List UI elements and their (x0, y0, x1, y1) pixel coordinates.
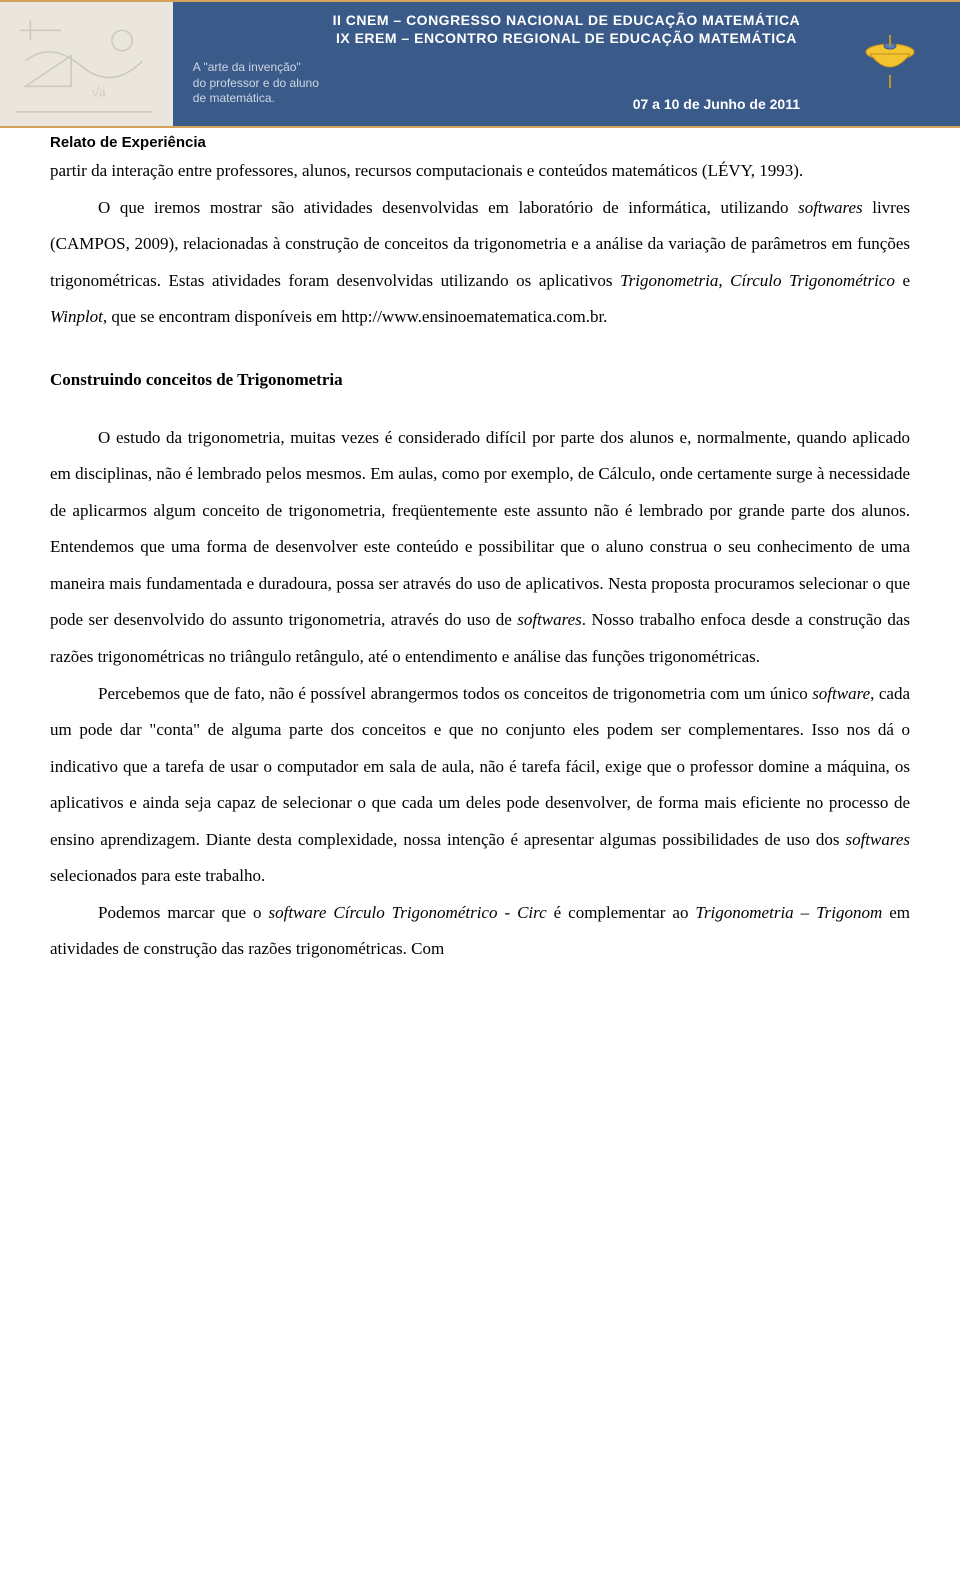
p5-trigonom: Trigonometria – Trigonom (695, 903, 882, 922)
p5-c: é complementar ao (547, 903, 696, 922)
math-sketch-icon: √a (10, 10, 163, 122)
paragraph-3: O estudo da trigonometria, muitas vezes … (50, 420, 910, 676)
document-type-header: Relato de Experiência (50, 134, 910, 151)
spinning-top-icon (860, 30, 920, 90)
p2-e: e (895, 271, 910, 290)
p5-circ: software Círculo Trigonométrico - Circ (268, 903, 546, 922)
p2-apps: Trigonometria, Círculo Trigonométrico (620, 271, 895, 290)
document-page: Relato de Experiência partir da interaçã… (0, 128, 960, 988)
p4-e: selecionados para este trabalho. (50, 866, 265, 885)
p4-softwares: softwares (845, 830, 910, 849)
banner-sketch-area: √a (0, 2, 173, 126)
p2-g: , que se encontram disponíveis em http:/… (103, 307, 608, 326)
p3-softwares: softwares (517, 610, 582, 629)
banner-title-line1: II CNEM – CONGRESSO NACIONAL DE EDUCAÇÃO… (193, 12, 940, 28)
banner-date: 07 a 10 de Junho de 2011 (633, 96, 800, 112)
banner-sub-line3: de matemática. (193, 91, 940, 107)
p5-a: Podemos marcar que o (98, 903, 268, 922)
section-heading: Construindo conceitos de Trigonometria (50, 370, 910, 390)
banner-title-line2: IX EREM – ENCONTRO REGIONAL DE EDUCAÇÃO … (193, 30, 940, 46)
p2-softwares: softwares (798, 198, 863, 217)
p3-a: O estudo da trigonometria, muitas vezes … (50, 428, 910, 630)
p1-text: partir da interação entre professores, a… (50, 161, 803, 180)
svg-text:√a: √a (91, 85, 106, 101)
banner-sub-line1: A "arte da invenção" (193, 60, 940, 76)
paragraph-1: partir da interação entre professores, a… (50, 153, 910, 190)
p4-software: software (812, 684, 870, 703)
banner-sub-line2: do professor e do aluno (193, 76, 940, 92)
p4-c: , cada um pode dar "conta" de alguma par… (50, 684, 910, 849)
banner-content: II CNEM – CONGRESSO NACIONAL DE EDUCAÇÃO… (173, 2, 960, 126)
p2-winplot: Winplot (50, 307, 103, 326)
conference-banner: √a II CNEM – CONGRESSO NACIONAL DE EDUCA… (0, 0, 960, 128)
p4-a: Percebemos que de fato, não é possível a… (98, 684, 812, 703)
paragraph-4: Percebemos que de fato, não é possível a… (50, 676, 910, 895)
banner-subtitle: A "arte da invenção" do professor e do a… (193, 60, 940, 107)
paragraph-5: Podemos marcar que o software Círculo Tr… (50, 895, 910, 968)
p2-a: O que iremos mostrar são atividades dese… (98, 198, 798, 217)
paragraph-2: O que iremos mostrar são atividades dese… (50, 190, 910, 336)
